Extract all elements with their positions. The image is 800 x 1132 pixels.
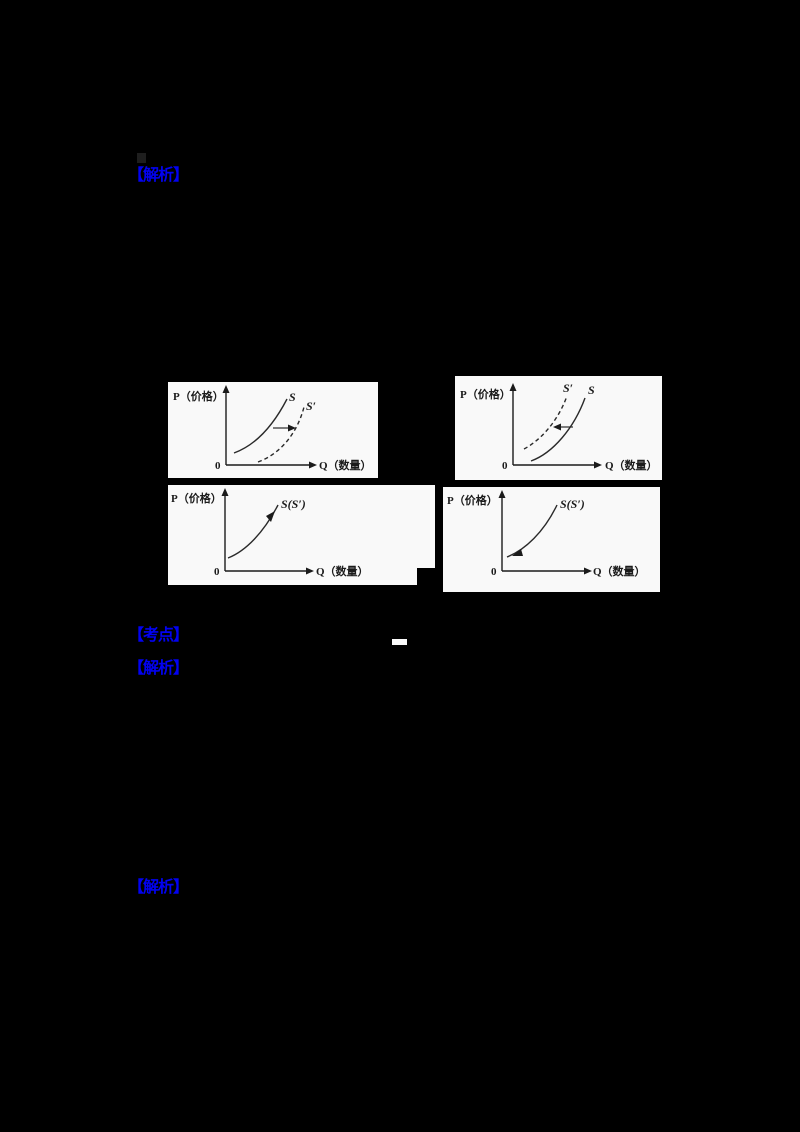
x-axis-arrow-icon	[584, 567, 592, 575]
y-axis-arrow-icon	[222, 385, 230, 393]
x-axis-label: Q（数量）	[605, 458, 658, 472]
supply-curve-s	[233, 398, 288, 454]
x-axis-label: Q（数量）	[593, 564, 646, 578]
answer-blank-dash	[392, 639, 407, 645]
diagram-supply-shift-left: P（价格） 0 Q（数量） S′ S	[455, 376, 662, 480]
along-curve-up-arrow-icon	[266, 511, 275, 522]
label-analysis-bottom: 【解析】	[128, 877, 189, 896]
curve-label: S(S′)	[281, 497, 306, 511]
y-axis-arrow-icon	[221, 488, 229, 496]
shift-left-arrow-icon	[553, 423, 561, 431]
curve-label-s-prime: S′	[563, 381, 573, 395]
origin-label: 0	[214, 566, 220, 578]
supply-curve	[506, 504, 558, 558]
curve-label-s: S	[588, 383, 595, 397]
x-axis-label: Q（数量）	[316, 564, 369, 578]
along-curve-down-arrow-icon	[512, 549, 523, 556]
y-axis-label: P（价格）	[447, 493, 498, 507]
label-exam-point: 【考点】	[128, 625, 189, 644]
x-axis-label: Q（数量）	[319, 458, 372, 472]
supply-curve	[227, 504, 279, 559]
curve-label-s: S	[289, 390, 296, 404]
y-axis-arrow-icon	[509, 383, 517, 391]
label-analysis-top: 【解析】	[128, 165, 189, 184]
shift-right-arrow-icon	[288, 424, 296, 432]
label-analysis-mid: 【解析】	[128, 658, 189, 677]
curve-label-s-prime: S′	[306, 399, 316, 413]
origin-label: 0	[215, 460, 221, 472]
curve-label: S(S′)	[560, 497, 585, 511]
origin-label: 0	[491, 566, 497, 578]
x-axis-arrow-icon	[309, 461, 317, 469]
y-axis-label: P（价格）	[173, 389, 224, 403]
x-axis-arrow-icon	[594, 461, 602, 469]
y-axis-arrow-icon	[498, 490, 506, 498]
supply-curve-s-prime	[523, 395, 568, 450]
origin-label: 0	[502, 460, 508, 472]
y-axis-label: P（价格）	[171, 491, 222, 505]
diagram-move-up-curve: P（价格） 0 Q（数量） S(S′)	[168, 485, 435, 585]
scan-black-notch	[417, 568, 443, 592]
x-axis-arrow-icon	[306, 567, 314, 575]
scan-artifact-dot	[137, 153, 146, 163]
supply-curve-s	[530, 397, 586, 462]
diagram-move-down-curve: P（价格） 0 Q（数量） S(S′)	[443, 487, 660, 592]
diagram-supply-shift-right: P（价格） 0 Q（数量） S S′	[168, 382, 378, 478]
supply-curve-s-prime	[257, 406, 305, 463]
y-axis-label: P（价格）	[460, 387, 511, 401]
